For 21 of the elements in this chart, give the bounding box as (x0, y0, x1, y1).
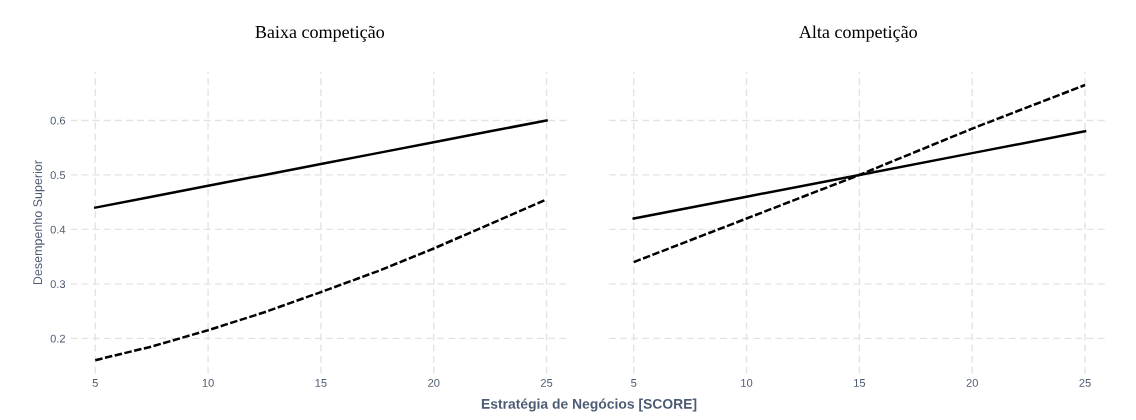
x-tick-label: 5 (631, 379, 637, 387)
line-series (94, 198, 548, 362)
y-tick-label: 0.4 (50, 225, 66, 234)
y-tick-label: 0.2 (50, 334, 66, 343)
y-tick-label: 0.5 (50, 171, 66, 180)
x-axis-title: Estratégia de Negócios [SCORE] (481, 398, 697, 412)
line-series (94, 119, 548, 209)
y-axis-title: Desempenho Superior (32, 160, 45, 285)
x-tick-label: 10 (202, 378, 214, 387)
x-tick-label: 25 (540, 378, 553, 387)
x-tick-label: 15 (854, 379, 866, 387)
x-tick-label: 25 (1079, 378, 1091, 387)
x-tick-label: 10 (741, 378, 753, 387)
x-tick-label: 5 (92, 379, 98, 387)
y-tick-label: 0.6 (50, 116, 66, 125)
chart-title: Baixa competição (255, 25, 385, 42)
x-tick-label: 20 (428, 378, 440, 387)
chart-title: Alta competição (799, 25, 917, 42)
x-tick-label: 20 (966, 378, 978, 387)
x-tick-label: 15 (315, 379, 327, 387)
y-tick-label: 0.3 (50, 280, 66, 289)
